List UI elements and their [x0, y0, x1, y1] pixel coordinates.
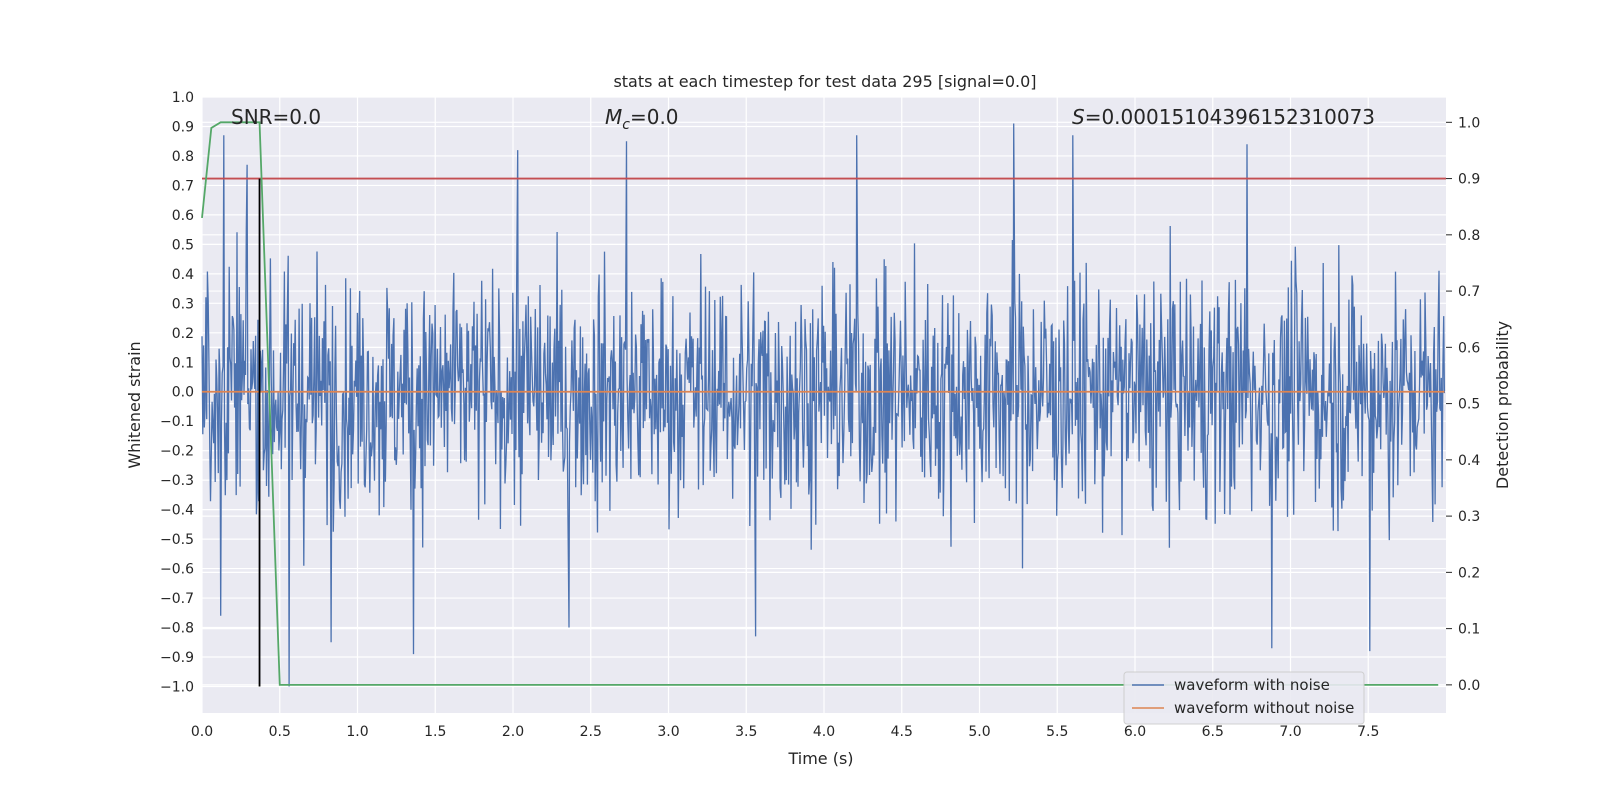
x-tick-label: 2.0 [502, 724, 524, 740]
x-tick-label: 5.0 [968, 724, 990, 740]
noise-path [201, 123, 1446, 687]
y-tick-label-right: 0.4 [1458, 453, 1480, 469]
tick-labels: 0.0 0.5 1.0 1.5 2.0 2.5 3.0 3.5 4.0 4.5 5.0 5.5 6.0 6… [160, 90, 1480, 740]
y-tick-label-left: 0.4 [172, 267, 194, 283]
x-tick-label: 1.5 [424, 724, 446, 740]
y-tick-label-left: −0.4 [160, 503, 194, 519]
y-tick-label-left: −0.7 [160, 591, 194, 607]
y-tick-label-left: 1.0 [172, 90, 194, 106]
x-tick-label: 0.0 [191, 724, 213, 740]
y-tick-label-left: −0.8 [160, 621, 194, 637]
x-tick-label: 3.0 [657, 724, 679, 740]
chirp-mass-annotation: Mc=0.0 [605, 105, 679, 133]
detection-probability-line [201, 121, 1439, 686]
legend: waveform with noise waveform without noi… [1123, 671, 1365, 725]
x-tick-label: 4.5 [891, 724, 913, 740]
x-tick-label: 7.5 [1357, 724, 1379, 740]
y-tick-label-right: 0.0 [1458, 678, 1480, 694]
x-tick-label: 3.5 [735, 724, 757, 740]
y-tick-label-right: 0.9 [1458, 172, 1480, 188]
y-tick-label-left: 0.2 [172, 326, 194, 342]
legend-box [1123, 671, 1365, 725]
y-tick-label-right: 0.3 [1458, 509, 1480, 525]
x-tick-label: 0.5 [269, 724, 291, 740]
y-tick-label-right: 0.1 [1458, 622, 1480, 638]
y-tick-label-right: 0.8 [1458, 228, 1480, 244]
x-tick-label: 1.0 [346, 724, 368, 740]
y-axis-label-right: Detection probability [1493, 321, 1512, 489]
y-tick-label-left: −0.5 [160, 532, 194, 548]
snr-annotation: SNR=0.0 [231, 105, 321, 129]
y-tick-label-right: 1.0 [1458, 115, 1480, 131]
x-tick-label: 6.5 [1202, 724, 1224, 740]
y-tick-label-right: 0.2 [1458, 565, 1480, 581]
y-tick-label-left: 0.9 [172, 119, 194, 135]
y-tick-label-left: 0.8 [172, 149, 194, 165]
y-axis-label-left: Whitened strain [125, 341, 144, 468]
y-tick-label-left: 0.5 [172, 237, 194, 253]
y-tick-label-left: 0.6 [172, 208, 194, 224]
x-tick-label: 5.5 [1046, 724, 1068, 740]
y-tick-label-left: 0.3 [172, 296, 194, 312]
y-tick-label-left: −0.9 [160, 650, 194, 666]
legend-label-noise: waveform with noise [1174, 676, 1330, 694]
x-axis-label: Time (s) [787, 749, 853, 768]
series-waveform-with-noise [201, 123, 1446, 687]
legend-label-clean: waveform without noise [1174, 699, 1354, 717]
y-tick-label-left: 0.1 [172, 355, 194, 371]
y-tick-label-right: 0.5 [1458, 397, 1480, 413]
chart-title: stats at each timestep for test data 295… [613, 72, 1036, 91]
y-tick-label-left: −0.6 [160, 562, 194, 578]
y-tick-label-left: −0.3 [160, 473, 194, 489]
s-annotation: S=0.00015104396152310073 [1072, 105, 1375, 129]
y-tick-label-left: −1.0 [160, 679, 194, 695]
y-tick-label-left: −0.1 [160, 414, 194, 430]
x-tick-label: 6.0 [1124, 724, 1146, 740]
series-lines [201, 121, 1446, 687]
y-tick-label-left: 0.7 [172, 178, 194, 194]
x-tick-label: 2.5 [580, 724, 602, 740]
y-tick-label-left: −0.2 [160, 444, 194, 460]
y-tick-label-right: 0.7 [1458, 284, 1480, 300]
x-tick-label: 7.0 [1279, 724, 1301, 740]
y-tick-label-left: 0.0 [172, 385, 194, 401]
y-tick-label-right: 0.6 [1458, 340, 1480, 356]
x-tick-label: 4.0 [813, 724, 835, 740]
